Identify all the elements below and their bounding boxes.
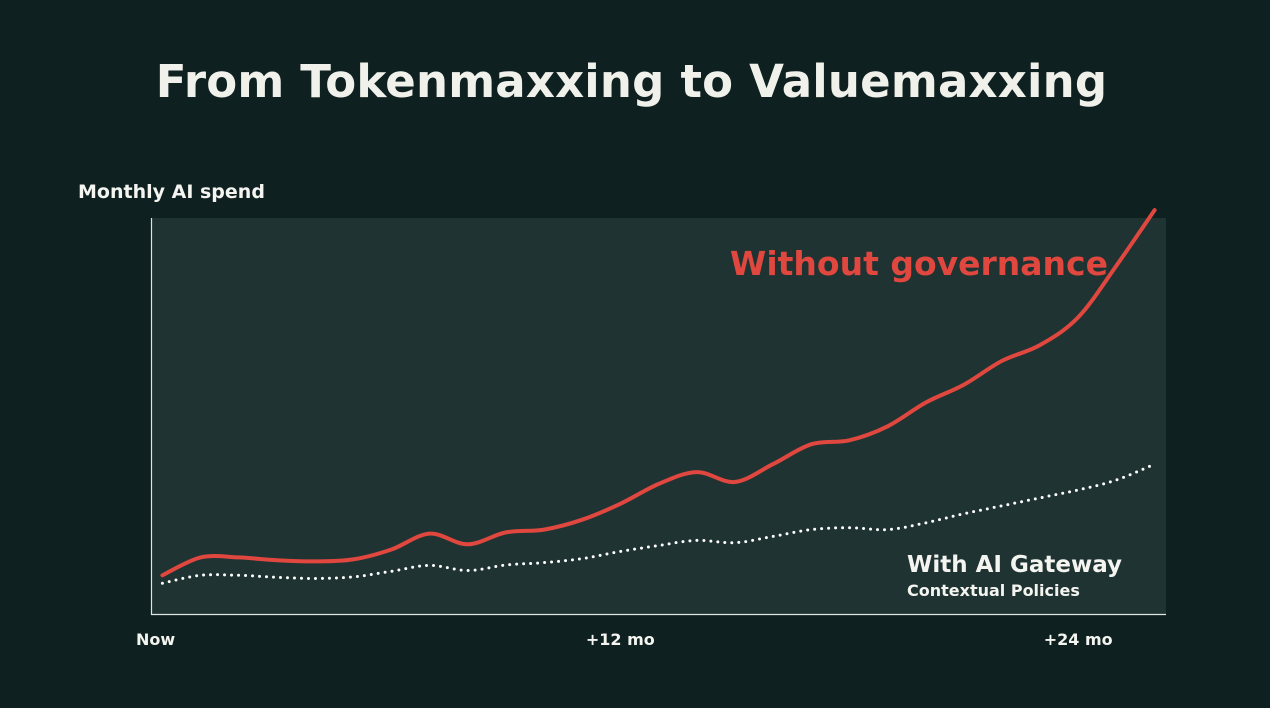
without-governance-line [160,208,1157,578]
plot-area [151,218,1166,615]
without-governance-annotation: Without governance [730,244,1108,283]
with-gateway-annotation: With AI Gateway [907,552,1122,578]
x-tick-label: +24 mo [1044,630,1113,649]
x-tick-labels: Now +12 mo +24 mo [136,630,1113,649]
slide-title: From Tokenmaxxing to Valuemaxxing [155,55,1108,108]
x-tick-label: Now [136,630,175,649]
x-tick-label: +12 mo [586,630,655,649]
contextual-policies-annotation: Contextual Policies [907,581,1080,600]
y-axis-label: Monthly AI spend [78,181,265,203]
